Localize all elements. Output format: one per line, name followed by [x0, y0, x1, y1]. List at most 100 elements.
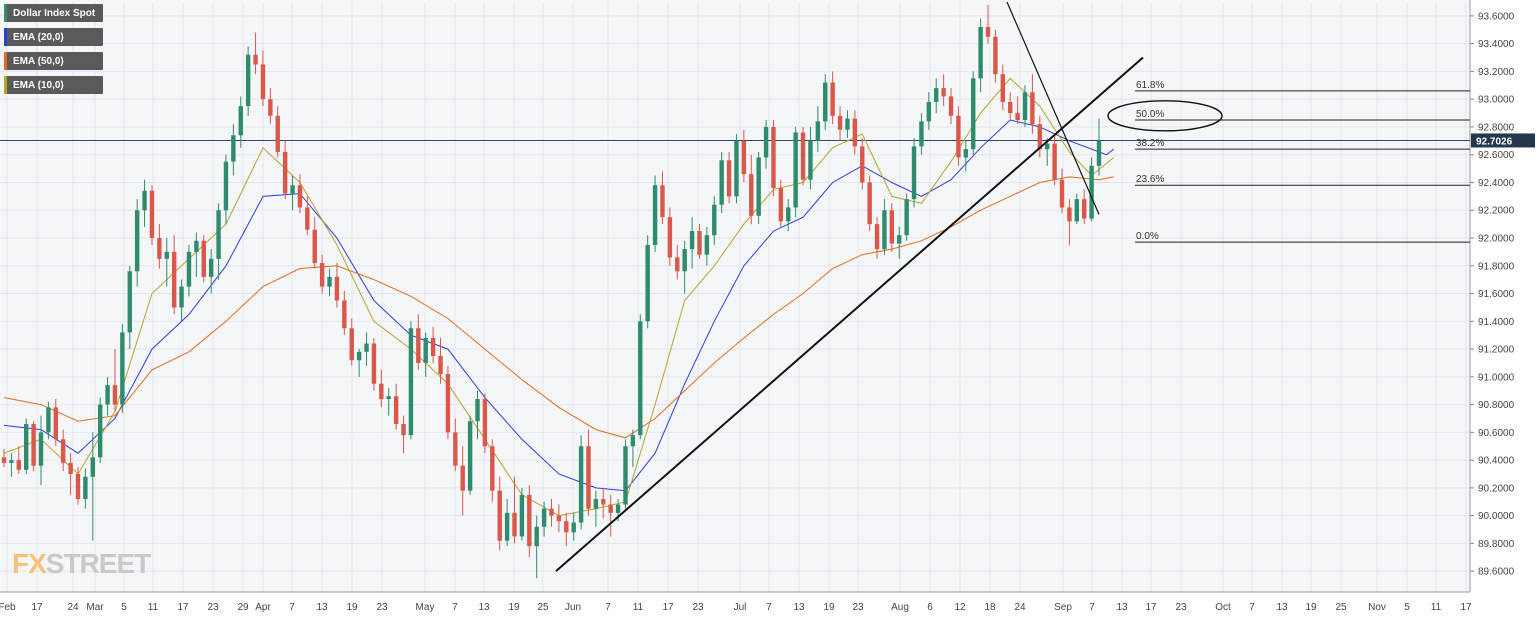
x-tick-label: 13: [316, 602, 328, 613]
candle-body: [490, 446, 495, 491]
legend-item-price[interactable]: Dollar Index Spot: [4, 4, 104, 22]
y-tick-label: 92.0000: [1478, 234, 1515, 245]
candle-body: [68, 462, 73, 474]
fibonacci-label: 0.0%: [1136, 231, 1159, 242]
candle-body: [956, 115, 961, 158]
candle-body: [260, 64, 266, 100]
candle-body: [697, 231, 702, 255]
x-tick-label: 19: [346, 602, 358, 613]
fibonacci-label: 38.2%: [1136, 138, 1164, 149]
candle-body: [245, 54, 251, 107]
candle-body: [1008, 101, 1013, 114]
candle-body: [157, 238, 162, 259]
candle-body: [53, 407, 58, 440]
candle-body: [342, 300, 347, 329]
candle-body: [808, 140, 813, 180]
legend-swatch: [4, 76, 7, 94]
x-tick-label: 17: [1460, 602, 1472, 613]
candle-body: [704, 235, 710, 255]
x-tick-label: 18: [984, 602, 996, 613]
candle-body: [9, 460, 14, 463]
candle-body: [75, 474, 81, 499]
candle-body: [216, 210, 221, 259]
candle-body: [364, 343, 369, 352]
legend-item-ema50[interactable]: EMA (50,0): [4, 52, 104, 70]
candle-body: [334, 276, 340, 301]
candle-body: [120, 332, 125, 405]
candle-body: [608, 504, 613, 513]
candle-body: [105, 385, 110, 405]
legend-item-ema20[interactable]: EMA (20,0): [4, 28, 104, 46]
candle-body: [889, 210, 895, 244]
y-tick-label: 91.2000: [1478, 345, 1515, 356]
candle-body: [786, 207, 791, 222]
candle-body: [830, 82, 835, 116]
candle-body: [1052, 143, 1057, 180]
x-tick-label: May: [416, 602, 435, 613]
downtrend-line: [1006, 1, 1100, 215]
candle-body: [837, 115, 843, 130]
candle-body: [793, 132, 798, 208]
candle-body: [719, 160, 724, 205]
candle-body: [238, 106, 243, 136]
candle-body: [1059, 179, 1065, 208]
y-tick-label: 90.2000: [1478, 483, 1515, 494]
fibonacci-label: 50.0%: [1136, 109, 1164, 120]
candle-body: [179, 286, 184, 308]
candle-body: [527, 494, 532, 547]
legend-label: Dollar Index Spot: [13, 7, 96, 19]
x-tick-label: 19: [823, 602, 835, 613]
candle-body: [83, 476, 88, 499]
x-tick-label: Mar: [86, 602, 104, 613]
legend-swatch: [4, 52, 7, 70]
candle-body: [675, 257, 680, 272]
candle-body: [60, 439, 66, 463]
candle-body: [749, 174, 754, 216]
candle-body: [208, 258, 214, 277]
candle-body: [874, 224, 880, 250]
candle-body: [978, 26, 983, 79]
x-tick-label: 17: [1145, 602, 1157, 613]
candle-body: [268, 99, 273, 116]
candle-body: [993, 36, 998, 75]
candle-body: [460, 465, 465, 491]
x-tick-label: 23: [852, 602, 864, 613]
candle-body: [726, 160, 732, 197]
candle-body: [734, 140, 739, 197]
candle-body: [231, 135, 236, 162]
x-tick-label: 13: [478, 602, 490, 613]
legend-label: EMA (10,0): [13, 79, 64, 91]
candle-body: [1000, 74, 1006, 102]
candle-body: [112, 385, 118, 405]
candle-body: [1037, 124, 1043, 150]
candle-body: [223, 161, 229, 211]
candle-body: [971, 78, 976, 150]
candle-body: [401, 424, 406, 436]
candle-body: [171, 251, 177, 308]
candle-body: [541, 508, 547, 527]
x-tick-label: 23: [207, 602, 219, 613]
candle-body: [482, 399, 488, 447]
candle-body: [519, 494, 525, 537]
candle-body: [638, 321, 643, 436]
y-tick-label: 93.2000: [1478, 67, 1515, 78]
x-tick-label: 11: [1431, 602, 1442, 613]
candle-body: [371, 343, 377, 384]
candle-body: [549, 508, 554, 516]
candle-body: [1074, 199, 1080, 222]
x-tick-label: 7: [1249, 602, 1255, 613]
x-tick-label: 5: [121, 602, 127, 613]
x-tick-label: 7: [766, 602, 772, 613]
candle-body: [615, 504, 621, 513]
y-tick-label: 91.4000: [1478, 317, 1515, 328]
candle-body: [860, 146, 865, 183]
legend-item-ema10[interactable]: EMA (10,0): [4, 76, 104, 94]
candle-body: [586, 446, 591, 509]
y-tick-label: 89.8000: [1478, 539, 1515, 550]
candle-body: [645, 244, 650, 322]
candle-body: [815, 121, 821, 141]
legend-label: EMA (20,0): [13, 31, 64, 43]
fibonacci-label: 23.6%: [1136, 174, 1164, 185]
candle-body: [823, 82, 828, 122]
